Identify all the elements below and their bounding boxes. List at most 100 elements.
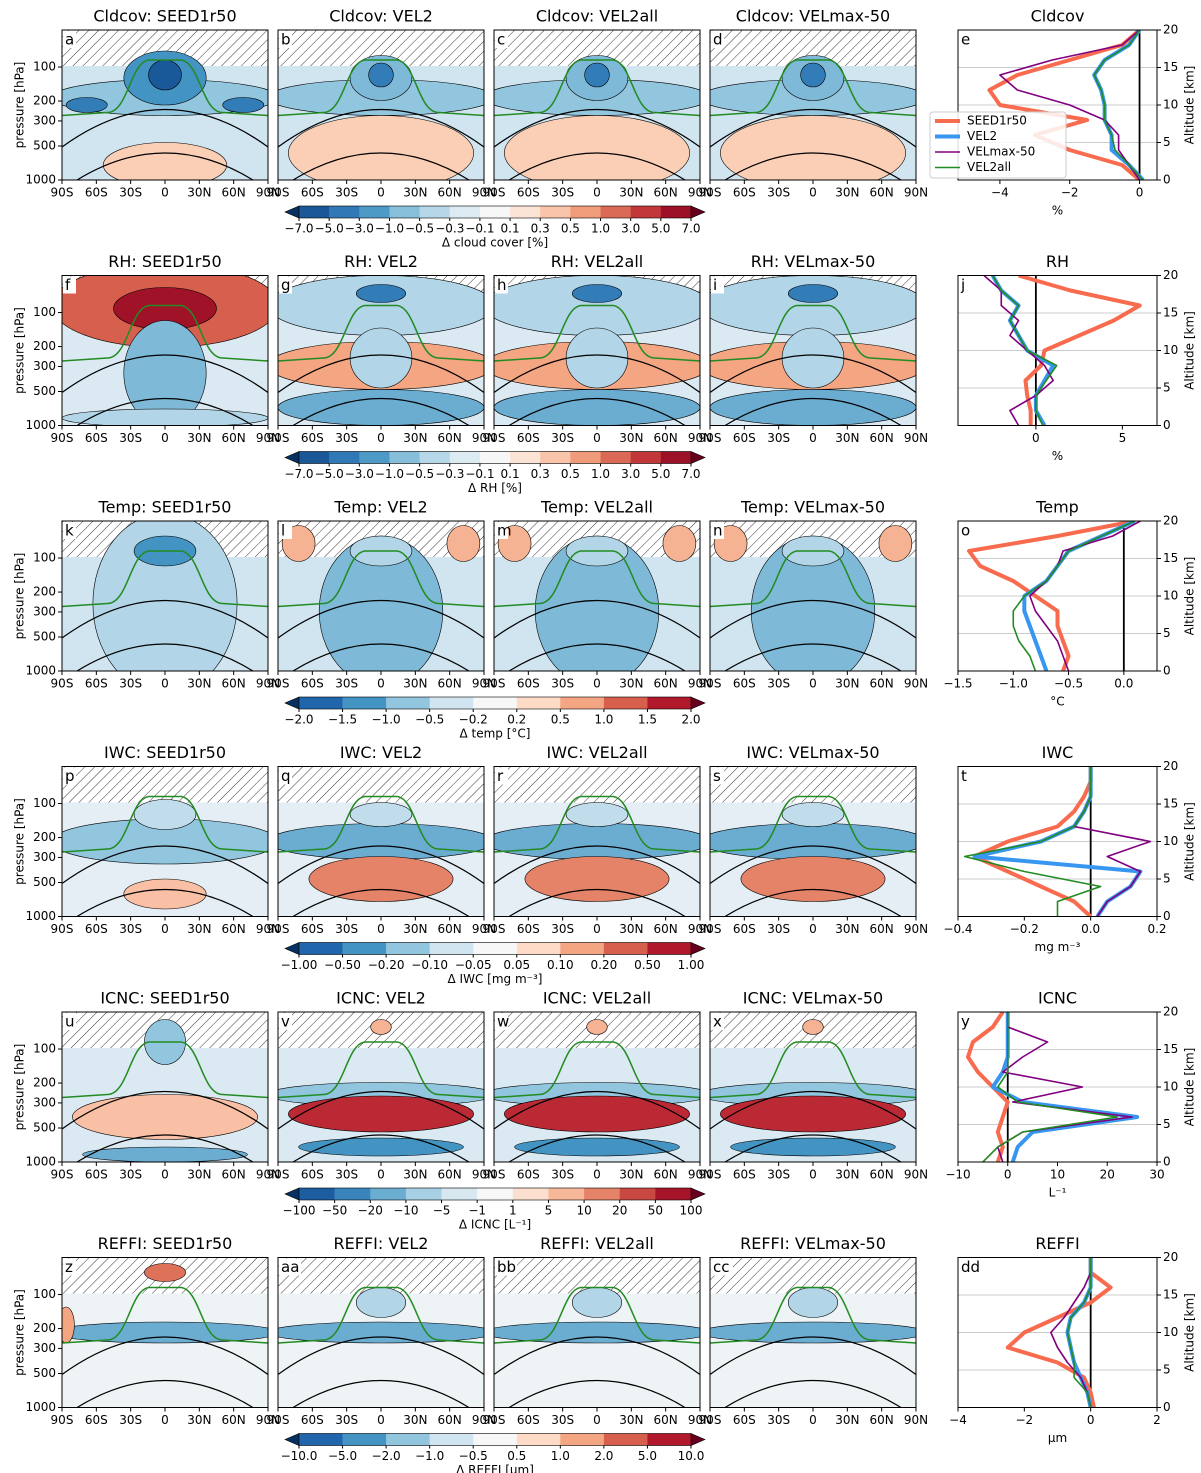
panel-letter: b xyxy=(281,31,291,49)
colorbar-tick-label: 0.2 xyxy=(507,713,526,727)
y2-tick-label: 15 xyxy=(1163,797,1178,811)
isotherm-line xyxy=(710,108,916,148)
x-tick-label: 60S xyxy=(301,1413,324,1427)
x-tick-label: 60S xyxy=(733,922,756,936)
colorbar-segment xyxy=(660,206,692,218)
colorbar-tick-label: −0.5 xyxy=(415,713,444,727)
panel-title: Temp: VEL2 xyxy=(333,498,427,517)
y-tick-label: 1000 xyxy=(25,173,56,187)
x-tick-label: 0 xyxy=(1032,431,1040,445)
x-tick-label: 90N xyxy=(256,1168,280,1182)
panel-letter: g xyxy=(281,276,291,294)
contour-region xyxy=(494,1321,700,1344)
tropopause-line xyxy=(494,304,700,362)
x-tick-label: 60N xyxy=(870,186,894,200)
contour-field xyxy=(710,275,916,426)
colorbar-extend xyxy=(690,1187,706,1201)
x-tick-label: 60N xyxy=(222,922,246,936)
colorbar-tick-label: −0.5 xyxy=(405,467,434,481)
x-tick-label: 30N xyxy=(187,922,211,936)
y2-axis-label: Altitude [km] xyxy=(1183,1048,1197,1127)
colorbar-extend xyxy=(690,1433,706,1446)
y-tick-label: 200 xyxy=(33,94,56,108)
panel-title: Cldcov: VELmax-50 xyxy=(736,7,890,26)
colorbar-segment xyxy=(473,942,518,955)
colorbar-segment xyxy=(600,451,631,464)
colorbar-segment xyxy=(619,1188,656,1200)
y-tick-label: 300 xyxy=(33,359,56,373)
colorbar-tick-label: −50 xyxy=(322,1204,347,1218)
x-tick-label: 90N xyxy=(688,1413,712,1427)
isotherm-line xyxy=(76,643,254,671)
colorbar-extend xyxy=(690,696,706,710)
contour-field xyxy=(710,1257,916,1408)
y2-tick-label: 5 xyxy=(1163,381,1171,395)
contour-field xyxy=(494,275,700,426)
x-tick-label: 30S xyxy=(767,1168,790,1182)
contour-field xyxy=(494,521,700,671)
x-tick-label: 0 xyxy=(1136,186,1144,200)
x-axis-label: % xyxy=(1052,204,1063,218)
x-tick-label: 0 xyxy=(593,1168,601,1182)
colorbar-segment xyxy=(647,1433,692,1446)
profile-lines xyxy=(967,521,1141,671)
x-tick-label: 30N xyxy=(187,677,211,691)
y-tick-label: 300 xyxy=(33,850,56,864)
x-tick-label: 0 xyxy=(161,1413,169,1427)
panel-letter: w xyxy=(497,1013,509,1031)
colorbar-frame xyxy=(298,205,692,219)
x-tick-label: 90S xyxy=(699,431,722,445)
colorbar-segment xyxy=(386,1433,430,1446)
x-tick-label: 60S xyxy=(301,677,324,691)
x-tick-label: 60N xyxy=(870,1413,894,1427)
colorbar-tick-label: −1.0 xyxy=(372,713,401,727)
panel-letter: i xyxy=(713,276,717,294)
panel-title: RH xyxy=(1046,252,1069,271)
panel-title: Temp: VELmax-50 xyxy=(740,498,885,517)
x-tick-label: 30N xyxy=(403,1168,427,1182)
y-tick-label: 200 xyxy=(33,339,56,353)
contour-region xyxy=(278,823,484,860)
x-tick-label: −2 xyxy=(1061,186,1079,200)
y-tick-label: 300 xyxy=(33,604,56,618)
isotherm-line xyxy=(724,398,902,426)
y2-tick-label: 10 xyxy=(1163,343,1178,357)
isotherm-line xyxy=(62,845,268,884)
isotherm-line xyxy=(278,845,484,884)
colorbar-extend xyxy=(284,942,300,955)
isotherm-line xyxy=(62,1090,268,1130)
y2-tick-label: 10 xyxy=(1163,1325,1178,1339)
contour-region xyxy=(72,1094,258,1140)
y-tick-label: 1000 xyxy=(25,418,56,432)
colorbar-tick-label: −0.1 xyxy=(465,467,494,481)
x-tick-label: 60S xyxy=(517,677,540,691)
x-tick-label: 0 xyxy=(377,431,385,445)
colorbar-label: Δ IWC [mg m⁻³] xyxy=(448,972,543,986)
isotherm-line xyxy=(292,889,470,917)
colorbar-tick-label: 100 xyxy=(680,1204,703,1218)
panel-frame xyxy=(957,275,1158,426)
x-tick-label: 60N xyxy=(222,677,246,691)
colorbar-segment xyxy=(570,206,601,218)
y2-tick-label: 20 xyxy=(1163,268,1178,282)
tropopause-line xyxy=(710,59,916,117)
colorbar-segment xyxy=(299,942,343,955)
contour-region xyxy=(586,1019,608,1035)
y2-tick-label: 0 xyxy=(1163,1400,1171,1414)
y2-tick-label: 0 xyxy=(1163,909,1171,923)
x-tick-label: 30S xyxy=(767,186,790,200)
x-tick-label: 0 xyxy=(593,922,601,936)
colorbar-tick-label: 0.1 xyxy=(501,222,520,236)
x-tick-label: 30N xyxy=(619,431,643,445)
colorbar-tick-label: −100 xyxy=(283,1204,316,1218)
x-tick-label: 30N xyxy=(619,922,643,936)
x-tick-label: 90N xyxy=(472,677,496,691)
colorbar-segment xyxy=(299,451,330,464)
colorbar-tick-label: 10 xyxy=(576,1204,591,1218)
colorbar-segment xyxy=(560,1433,605,1446)
colorbar-segment xyxy=(329,451,360,464)
tropopause-line xyxy=(710,795,916,853)
x-tick-label: 0 xyxy=(161,431,169,445)
profile-line xyxy=(982,1012,1118,1162)
x-tick-label: 90S xyxy=(267,186,290,200)
